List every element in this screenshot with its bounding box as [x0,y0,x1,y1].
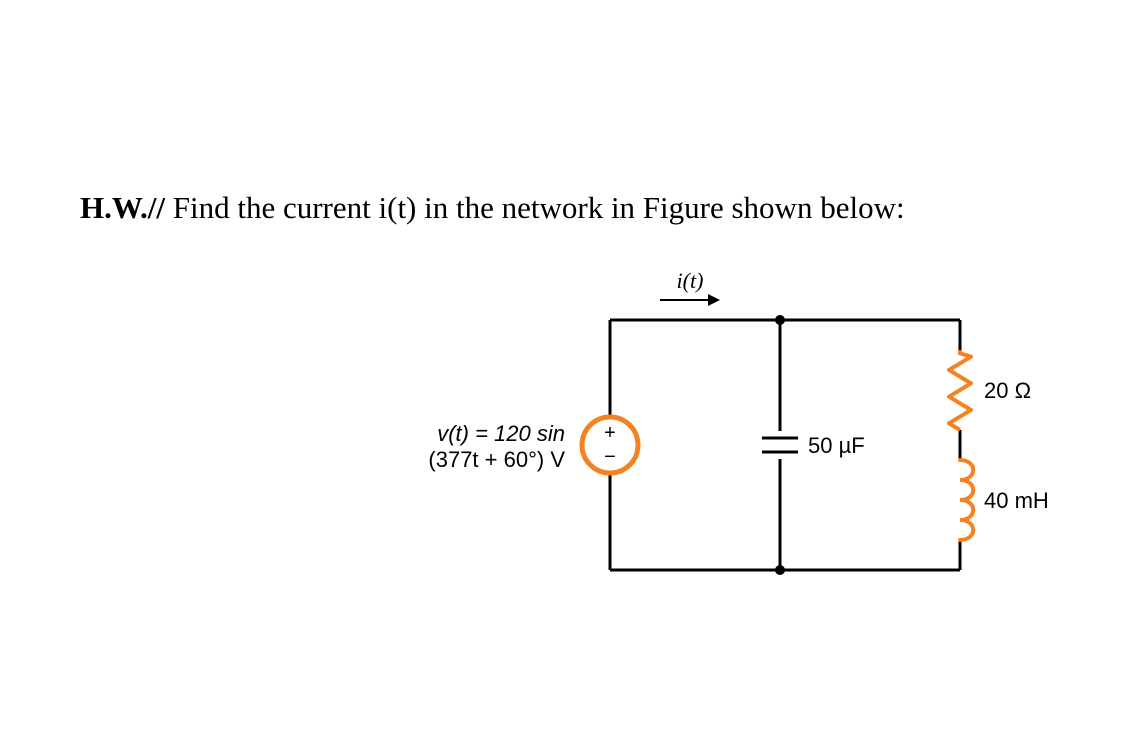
source-label-line1: v(t) = 120 sin [437,421,565,446]
current-label: i(t) [677,268,704,293]
source-label-line2: (377t + 60°) V [428,447,565,472]
capacitor-label: 50 µF [808,433,865,458]
source-plus: + [604,422,616,444]
node-top [775,315,785,325]
inductor-icon [960,460,973,540]
circuit-diagram: +− i(t) v(t) = 120 sin(377t + 60°) V 50 µF 2… [0,0,1125,744]
inductor-label: 40 mH [984,488,1049,513]
resistor-label: 20 Ω [984,378,1031,403]
node-bottom [775,565,785,575]
source-minus: − [604,446,616,468]
current-arrow-head [708,294,720,306]
resistor-icon [949,350,971,430]
